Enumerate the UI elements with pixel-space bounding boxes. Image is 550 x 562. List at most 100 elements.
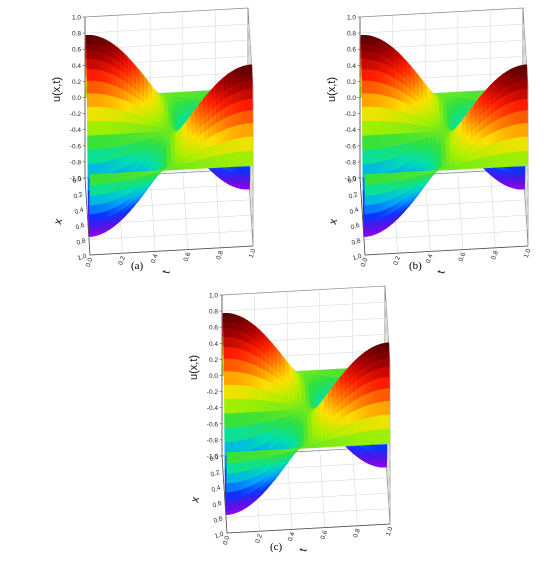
surface-patch <box>86 80 92 95</box>
surface-patch <box>99 148 105 164</box>
surface-patch <box>486 155 492 169</box>
surface-patch <box>236 137 242 153</box>
surface-patch <box>376 359 382 370</box>
t-tick-label: 1.0 <box>523 248 533 259</box>
surface-patch <box>398 99 404 113</box>
surface-patch <box>239 99 245 113</box>
surface-patch <box>373 429 379 445</box>
surface-patch <box>227 347 233 360</box>
surface-patch <box>374 148 380 164</box>
surface-patch <box>94 50 100 61</box>
surface-patch <box>364 392 370 407</box>
surface-patch <box>232 398 238 414</box>
surface-patch <box>113 189 119 201</box>
surface-patch <box>392 180 398 191</box>
surface <box>359 34 529 238</box>
surface-patch <box>232 427 238 443</box>
surface-patch <box>115 109 121 123</box>
surface-patch <box>90 50 96 61</box>
surface-patch <box>394 145 400 159</box>
surface-patch <box>90 93 96 108</box>
surface-patch <box>361 93 367 108</box>
surface-patch <box>390 145 396 160</box>
surface-patch <box>227 321 233 330</box>
surface-patch <box>90 106 96 122</box>
surface-patch <box>134 171 140 179</box>
surface-patch <box>252 363 258 378</box>
surface-patch <box>241 173 247 181</box>
surface-patch <box>111 146 117 162</box>
surface-patch <box>380 358 386 369</box>
surface-patch <box>260 388 266 402</box>
surface-patch <box>394 87 400 101</box>
z-tick-label: 0.0 <box>209 373 218 380</box>
surface-patch <box>365 430 370 446</box>
surface-patch <box>248 122 254 138</box>
surface-patch <box>376 173 382 185</box>
surface-patch <box>410 114 416 125</box>
surface-patch <box>238 480 244 491</box>
surface-patch <box>417 171 423 177</box>
t-axis-line <box>89 245 254 256</box>
surface-patch <box>478 157 484 169</box>
surface-patch <box>226 482 232 493</box>
surface-patch <box>293 404 299 411</box>
x-axis-line <box>84 177 91 256</box>
surface-patch <box>466 160 472 170</box>
surface-patch <box>384 366 390 378</box>
surface-patch <box>352 432 358 446</box>
surface-patch <box>111 84 117 98</box>
surface-patch <box>252 411 258 426</box>
surface-patch <box>281 402 286 412</box>
surface-patch <box>224 413 230 429</box>
surface-patch <box>275 449 281 456</box>
z-tick-label: 0.2 <box>347 79 356 86</box>
surface-patch <box>223 371 229 386</box>
surface-patch <box>107 83 112 97</box>
surface-patch <box>402 111 408 124</box>
surface-patch <box>356 419 362 434</box>
surface-patch <box>229 498 235 507</box>
surface-patch <box>127 122 133 135</box>
surface-patch <box>373 59 379 72</box>
surface-patch <box>486 133 492 147</box>
surface-patch <box>386 121 392 136</box>
x-tick-label: 0.0 <box>347 176 358 186</box>
x-axis-title: x <box>327 217 340 226</box>
surface-patch <box>372 402 378 418</box>
surface-patch <box>385 414 391 430</box>
surface-patch <box>123 110 129 124</box>
z-tick-label: -0.6 <box>70 143 82 150</box>
surface-patch <box>97 173 103 185</box>
surface-patch <box>380 173 386 185</box>
surface-patch <box>494 118 500 133</box>
surface-patch <box>190 91 196 101</box>
surface-patch <box>244 385 250 400</box>
surface-patch <box>199 149 205 161</box>
surface-patch <box>378 444 384 453</box>
x-tick-label: 0.8 <box>76 237 87 247</box>
surface-patch <box>119 109 125 123</box>
surface-patch <box>244 438 250 453</box>
surface-patch <box>470 151 476 162</box>
surface-patch <box>136 132 141 143</box>
surface-patch <box>280 395 286 405</box>
surface-patch <box>378 107 384 122</box>
surface-patch <box>244 150 250 167</box>
surface-patch <box>372 211 378 221</box>
surface-patch <box>244 372 250 387</box>
surface-patch <box>368 403 374 419</box>
surface-patch <box>244 412 250 427</box>
grid-line-x-floor <box>225 508 390 518</box>
surface-patch <box>276 393 282 404</box>
surface-patch <box>226 451 232 464</box>
tick-labels: 1.00.80.60.40.20.0-0.2-0.4-0.6-0.8-1.00.… <box>345 15 533 268</box>
surface-patch <box>431 126 437 133</box>
surface-patch <box>516 179 522 186</box>
surface-patch <box>247 88 253 100</box>
surface-patch <box>268 391 274 403</box>
t-tick-label: 0.4 <box>150 253 160 264</box>
z-axis-title: u(x,t) <box>326 77 338 102</box>
surface-patch <box>236 398 242 414</box>
surface-patch <box>316 442 322 448</box>
